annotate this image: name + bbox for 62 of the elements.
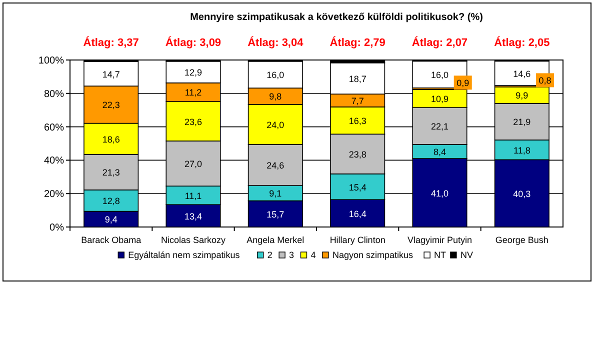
data-label: 9,9: [516, 90, 528, 101]
legend-label: Egyáltalán nem szimpatikus: [128, 250, 240, 260]
data-label: 24,6: [266, 160, 284, 171]
x-tick-label: Angela Merkel: [246, 235, 304, 245]
data-label: 15,7: [266, 209, 284, 220]
legend-label: NV: [460, 250, 473, 260]
legend-label: Nagyon szimpatikus: [332, 250, 414, 260]
data-label: 18,7: [348, 74, 366, 84]
text: Átlag: 2,07: [412, 36, 468, 49]
data-label: 9,1: [269, 188, 282, 199]
text: Átlag: 2,05: [494, 36, 550, 49]
data-label: 16,0: [266, 70, 284, 80]
legend-label: 4: [310, 250, 316, 260]
data-label: 11,8: [513, 145, 530, 156]
x-tick-label: Hillary Clinton: [330, 235, 386, 245]
data-label: 7,7: [351, 96, 364, 106]
y-tick-label: 80%: [44, 88, 64, 100]
x-tick-label: George Bush: [495, 235, 548, 245]
y-tick-label: 0%: [50, 222, 64, 234]
data-label: 41,0: [430, 188, 449, 198]
data-label: 21,9: [513, 117, 531, 128]
data-label: 22,3: [102, 100, 120, 110]
chart-title: Mennyire szimpatikusak a következő külföldi politikusok? (%): [190, 12, 483, 23]
data-label: 14,7: [102, 69, 120, 80]
legend-label: 2: [267, 250, 272, 260]
data-label: 15,4: [348, 182, 366, 192]
data-label: 16,0: [430, 70, 449, 80]
data-label: 12,8: [102, 196, 120, 206]
y-tick-label: 100%: [38, 56, 64, 66]
x-tick-label: Barack Obama: [81, 235, 142, 245]
y-tick-label: 40%: [44, 156, 64, 167]
y-tick-label: 20%: [44, 189, 64, 200]
data-label: 22,1: [430, 122, 449, 132]
text: Átlag: 3,37: [83, 36, 139, 49]
y-tick-label: 60%: [44, 122, 64, 134]
text: Átlag: 3,09: [165, 36, 222, 49]
data-label: 0,9: [456, 78, 470, 88]
data-label: 23,8: [348, 150, 366, 160]
data-label: 27,0: [184, 159, 202, 170]
text: Átlag: 2,79: [330, 36, 386, 49]
data-label: 11,1: [184, 190, 202, 201]
data-label: 16,4: [348, 208, 366, 219]
data-label: 18,6: [102, 134, 120, 144]
x-tick-label: Nicolas Sarkozy: [160, 235, 226, 245]
data-label: 23,6: [184, 116, 202, 127]
data-label: 12,9: [184, 68, 202, 78]
x-tick-label: Vlagyimir Putyin: [407, 235, 472, 245]
legend-label: 3: [289, 250, 294, 260]
data-label: 24,0: [266, 120, 284, 130]
data-label: 9,8: [269, 92, 282, 102]
data-label: 10,9: [430, 94, 449, 104]
text: Átlag: 3,04: [248, 36, 304, 49]
data-label: 14,6: [513, 68, 531, 79]
data-label: 11,2: [184, 88, 202, 98]
data-label: 40,3: [513, 188, 531, 199]
data-label: 13,4: [184, 211, 202, 222]
legend-label: NT: [434, 250, 447, 260]
data-label: 9,4: [104, 214, 118, 225]
data-label: 16,3: [348, 116, 366, 126]
data-label: 0,8: [538, 76, 552, 86]
data-label: 21,3: [102, 168, 120, 178]
data-label: 8,4: [433, 147, 446, 158]
